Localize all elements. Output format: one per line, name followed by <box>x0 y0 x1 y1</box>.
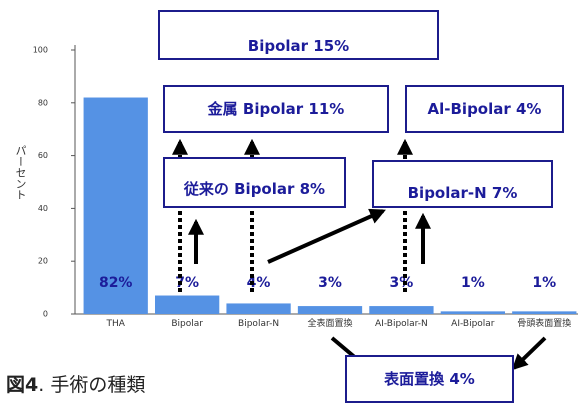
annotation: 表面置換 4% <box>345 355 514 403</box>
figure-number: 図4 <box>6 374 39 396</box>
y-tick-label: 40 <box>38 204 48 213</box>
bar <box>440 311 505 314</box>
data-label: 3% <box>390 275 414 291</box>
x-tick-label: Bipolar-N <box>238 319 280 329</box>
annotation: Al-Bipolar 4% <box>405 85 564 133</box>
arrow <box>511 336 547 371</box>
bar <box>226 303 291 314</box>
bar <box>297 306 363 314</box>
x-tick-label: AI-Bipolar-N <box>375 319 428 329</box>
y-tick-label: 80 <box>38 98 48 107</box>
data-label: 82% <box>99 275 133 291</box>
y-tick-label: 20 <box>38 257 48 266</box>
data-label: 7% <box>175 275 199 291</box>
bar <box>369 306 434 314</box>
annotation: Bipolar-N 7% <box>372 160 553 208</box>
data-label: 3% <box>318 275 342 291</box>
x-tick-label: Bipolar <box>171 319 203 329</box>
x-tick-label: AI-Bipolar <box>451 319 495 329</box>
annotation: Bipolar 15% <box>158 10 439 60</box>
data-label: 4% <box>247 275 271 291</box>
bar <box>83 97 148 315</box>
x-tick-label: THA <box>106 319 125 329</box>
caption-text: . 手術の種類 <box>38 374 146 396</box>
bar <box>512 311 577 314</box>
x-tick-label: 骨頭表面置換 <box>517 319 572 329</box>
y-axis-label: パーセント <box>14 145 27 200</box>
x-tick-label: 全表面置換 <box>307 319 353 329</box>
y-tick-label: 100 <box>33 46 48 55</box>
y-tick-label: 60 <box>38 151 48 160</box>
caption: 図4. 手術の種類 <box>6 370 145 397</box>
data-label: 1% <box>532 275 556 291</box>
data-label: 1% <box>461 275 485 291</box>
annotation: 金属 Bipolar 11% <box>163 85 389 133</box>
arrow <box>267 208 386 264</box>
y-tick-label: 0 <box>43 310 48 319</box>
annotation: 従来の Bipolar 8% <box>163 157 346 208</box>
bar <box>155 295 220 314</box>
